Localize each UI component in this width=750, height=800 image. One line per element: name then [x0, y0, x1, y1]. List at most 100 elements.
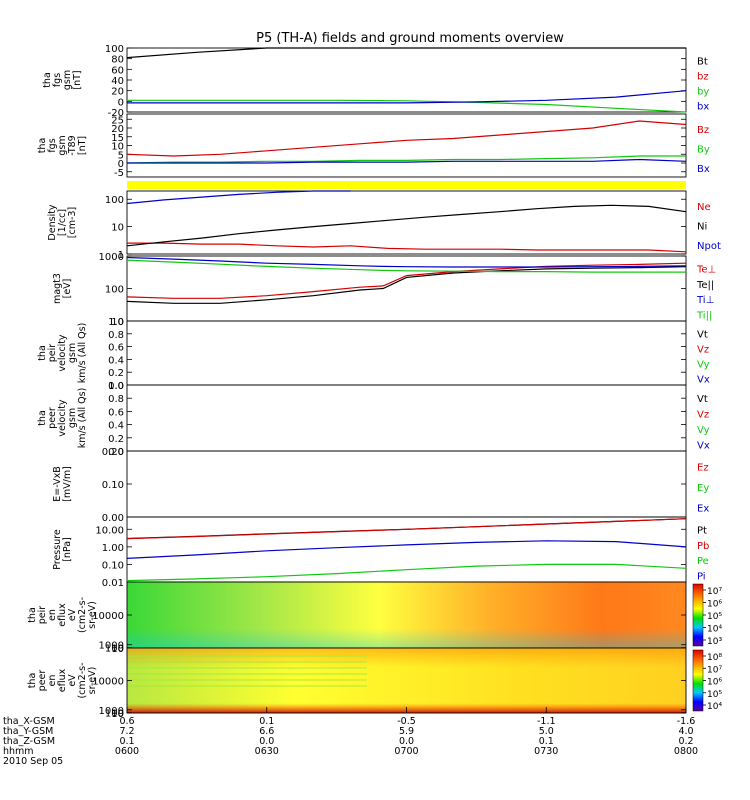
- x-row-value: -1.1: [537, 716, 556, 727]
- x-row-value: 0800: [674, 746, 698, 757]
- y-tick-label: 40: [111, 76, 124, 87]
- x-row-value: 0.1: [119, 736, 134, 747]
- y-tick-label: 0.10: [102, 560, 124, 571]
- y-axis-label: eV: [67, 674, 78, 687]
- y-axis-label: gsm: [67, 408, 78, 428]
- panel-8: 10.00 1.00 0.10 0.01 Pressure [nPa] Pt Pb Pe Pi: [52, 516, 709, 589]
- series-line: [126, 204, 687, 247]
- legend-entry: Ex: [697, 504, 709, 515]
- legend-entry: Ez: [697, 462, 709, 473]
- legend-entry: Npot: [697, 241, 721, 252]
- x-row-value: 0.2: [678, 736, 693, 747]
- y-axis-label: [nT]: [72, 70, 83, 89]
- legend-entry: Bx: [697, 164, 710, 175]
- series-line: [127, 99, 687, 113]
- y-axis-label: peir: [47, 344, 58, 363]
- panel-frame: [126, 190, 687, 255]
- y-axis-label: en: [47, 609, 58, 621]
- y-tick-label: 0.6: [108, 407, 124, 418]
- y-axis-label: tha: [42, 72, 53, 88]
- y-axis-label: peer: [37, 670, 48, 692]
- status-bar: [127, 181, 686, 189]
- y-axis-label: tha: [27, 673, 38, 689]
- series-line: [127, 158, 687, 164]
- y-axis-label: eflux: [57, 603, 68, 627]
- legend-entry: Ti⊥: [696, 295, 714, 306]
- x-row-label: tha_Y-GSM: [3, 726, 53, 737]
- y-tick-label: -20: [108, 108, 124, 119]
- colorbar-tick-label: 10⁷: [707, 665, 722, 675]
- y-axis-label: magt3: [52, 273, 63, 304]
- legend-entry: Te⊥: [696, 265, 716, 276]
- y-axis-label: fgs: [52, 73, 63, 87]
- x-row-value: 0.1: [259, 716, 274, 727]
- panel-4: 1000 100 10 magt3 [eV] Te⊥ Te|| Ti⊥ Ti||: [52, 252, 716, 328]
- panel-frame: [126, 255, 687, 322]
- y-tick-label: 0.01: [102, 578, 124, 589]
- y-axis-label: km/s (All Qs): [77, 388, 88, 449]
- legend-entry: Pi: [697, 571, 706, 582]
- y-tick-label: 0.8: [108, 394, 124, 405]
- x-row-value: 0600: [115, 746, 139, 757]
- y-axis-label: [mV/m]: [62, 466, 73, 502]
- legend-entry: Vx: [697, 440, 710, 451]
- y-tick-label: 20: [111, 87, 124, 98]
- x-axis-labels: tha_X-GSM 0.6 0.1 -0.5 -1.1 -1.6 tha_Y-GSM 7.2 6…: [3, 707, 698, 767]
- legend-entry: Bz: [697, 125, 709, 136]
- y-axis-label: eV: [67, 608, 78, 621]
- x-row-value: 5.9: [399, 726, 414, 737]
- legend-entry: Pb: [697, 541, 709, 552]
- y-tick-label: 80: [111, 55, 124, 66]
- y-axis-label: tha: [27, 607, 38, 623]
- y-tick-label: 10: [111, 644, 124, 655]
- colorbar-tick-label: 10⁸: [707, 653, 722, 663]
- series-line: [126, 262, 687, 299]
- y-tick-label: 1000: [99, 706, 124, 717]
- y-tick-label: 20: [111, 124, 124, 135]
- y-tick-label: 100: [105, 195, 124, 206]
- spectrogram-shade: [127, 582, 686, 648]
- panel-5: 1.0 0.8 0.60.4 0.2 0.0 tha peir velocity gsm km/s…: [37, 317, 710, 392]
- y-axis-label: E=-VxB: [52, 466, 63, 501]
- y-axis-label: velocity: [57, 399, 68, 437]
- y-axis-label: km/s (All Qs): [77, 323, 88, 384]
- legend-entry: Vt: [697, 330, 708, 341]
- series-line: [126, 563, 687, 582]
- legend-entry: Ne: [697, 202, 711, 213]
- y-tick-label: -5: [114, 168, 124, 179]
- panel-frame: [126, 384, 687, 452]
- y-axis-label: tha: [37, 138, 48, 154]
- y-axis-label: [1/cc]: [57, 209, 68, 236]
- panel-frame: [126, 320, 687, 386]
- panel-frame: [126, 516, 687, 583]
- y-axis-label: (cm2-s-: [77, 662, 88, 698]
- y-axis-label: eflux: [57, 668, 68, 692]
- y-tick-label: 0: [118, 159, 124, 170]
- y-tick-label: 10: [111, 142, 124, 153]
- legend-entry: Vy: [697, 425, 710, 436]
- y-tick-label: 10000: [92, 677, 124, 688]
- y-tick-label: 100: [105, 285, 124, 296]
- series-line: [127, 242, 687, 253]
- y-axis-label: en: [47, 675, 58, 687]
- legend-entry: By: [697, 145, 710, 156]
- legend-entry: Pt: [697, 526, 707, 537]
- y-tick-label: 10000: [92, 611, 124, 622]
- y-tick-label: 100: [105, 44, 124, 55]
- panel-3: 100 10 1 Density [1/cc] [cm-3] Ne Ni Npot: [47, 190, 721, 261]
- y-axis-label: Pressure: [52, 529, 63, 570]
- colorbar-tick-label: 10⁴: [707, 625, 722, 635]
- y-tick-label: 1000: [99, 252, 124, 263]
- x-row-value: 0.0: [259, 736, 274, 747]
- y-axis-label: [nPa]: [62, 537, 73, 562]
- colorbar-tick-label: 10⁵: [707, 612, 722, 622]
- y-tick-label: 25: [111, 115, 124, 126]
- series-line: [126, 155, 686, 164]
- colorbar-tick-label: 10⁶: [707, 600, 722, 610]
- series-line: [126, 47, 686, 59]
- series-line: [126, 259, 686, 273]
- y-axis-label: peir: [37, 606, 48, 625]
